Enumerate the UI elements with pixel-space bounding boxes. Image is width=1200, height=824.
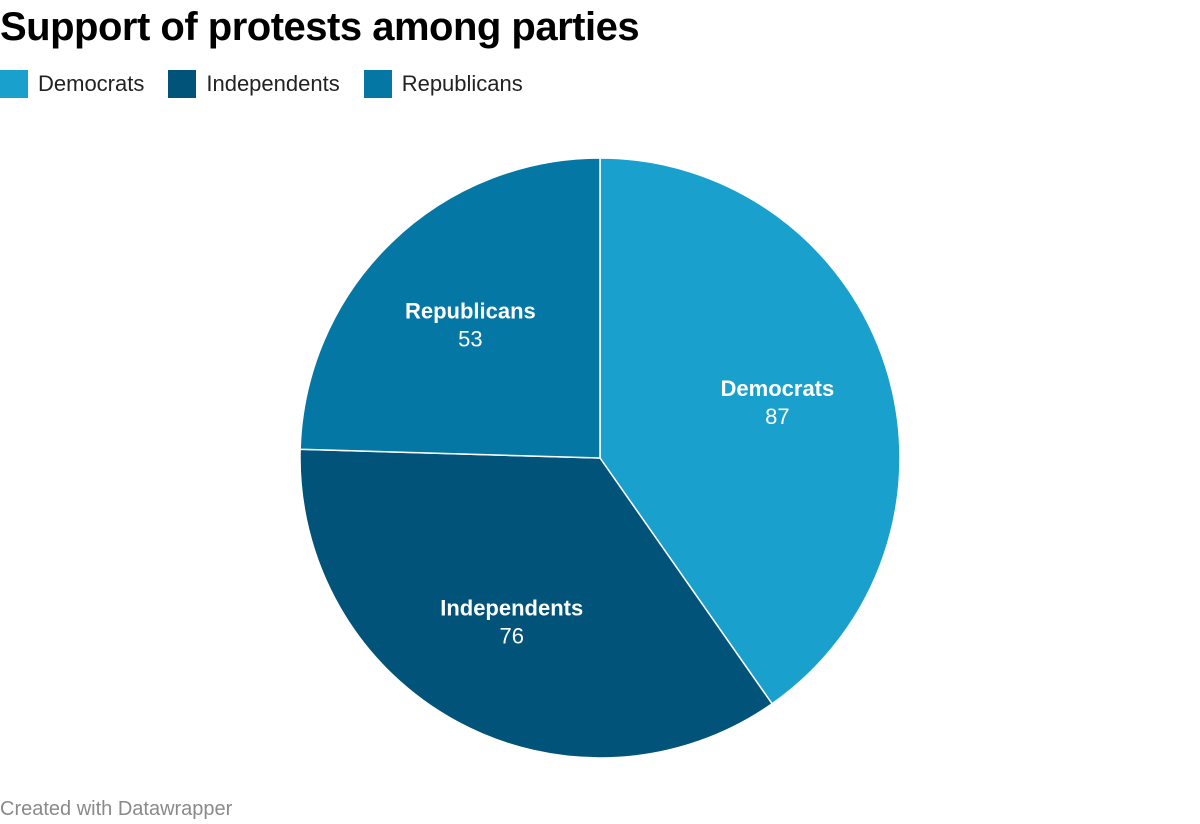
slice-value-republicans: 53 bbox=[458, 327, 482, 352]
slice-label-republicans: Republicans bbox=[405, 299, 536, 324]
legend-swatch-democrats bbox=[0, 70, 28, 98]
slice-value-independents: 76 bbox=[499, 624, 523, 649]
legend-item-democrats: Democrats bbox=[0, 70, 144, 98]
slice-label-democrats: Democrats bbox=[721, 376, 835, 401]
legend-label-republicans: Republicans bbox=[401, 71, 523, 96]
pie-slice-democrats bbox=[599, 157, 901, 705]
footer-credit: Created with Datawrapper bbox=[0, 798, 233, 820]
legend-label-democrats: Democrats bbox=[38, 71, 145, 96]
pie-labels: Democrats 87 Independents 76 Republicans 53 bbox=[405, 299, 834, 649]
chart-title: Support of protests among parties bbox=[0, 5, 640, 49]
legend: Democrats Independents Republicans bbox=[0, 70, 547, 98]
legend-swatch-republicans bbox=[363, 70, 392, 98]
legend-label-independents: Independents bbox=[206, 71, 340, 96]
legend-swatch-independents bbox=[168, 70, 197, 98]
slice-value-democrats: 87 bbox=[765, 404, 789, 429]
legend-item-independents: Independents bbox=[168, 70, 340, 98]
legend-item-republicans: Republicans bbox=[363, 70, 523, 98]
slice-label-independents: Independents bbox=[440, 596, 583, 621]
pie-slices bbox=[299, 157, 901, 759]
pie-slice-independents bbox=[299, 448, 773, 759]
pie-slice-republicans bbox=[299, 157, 601, 459]
